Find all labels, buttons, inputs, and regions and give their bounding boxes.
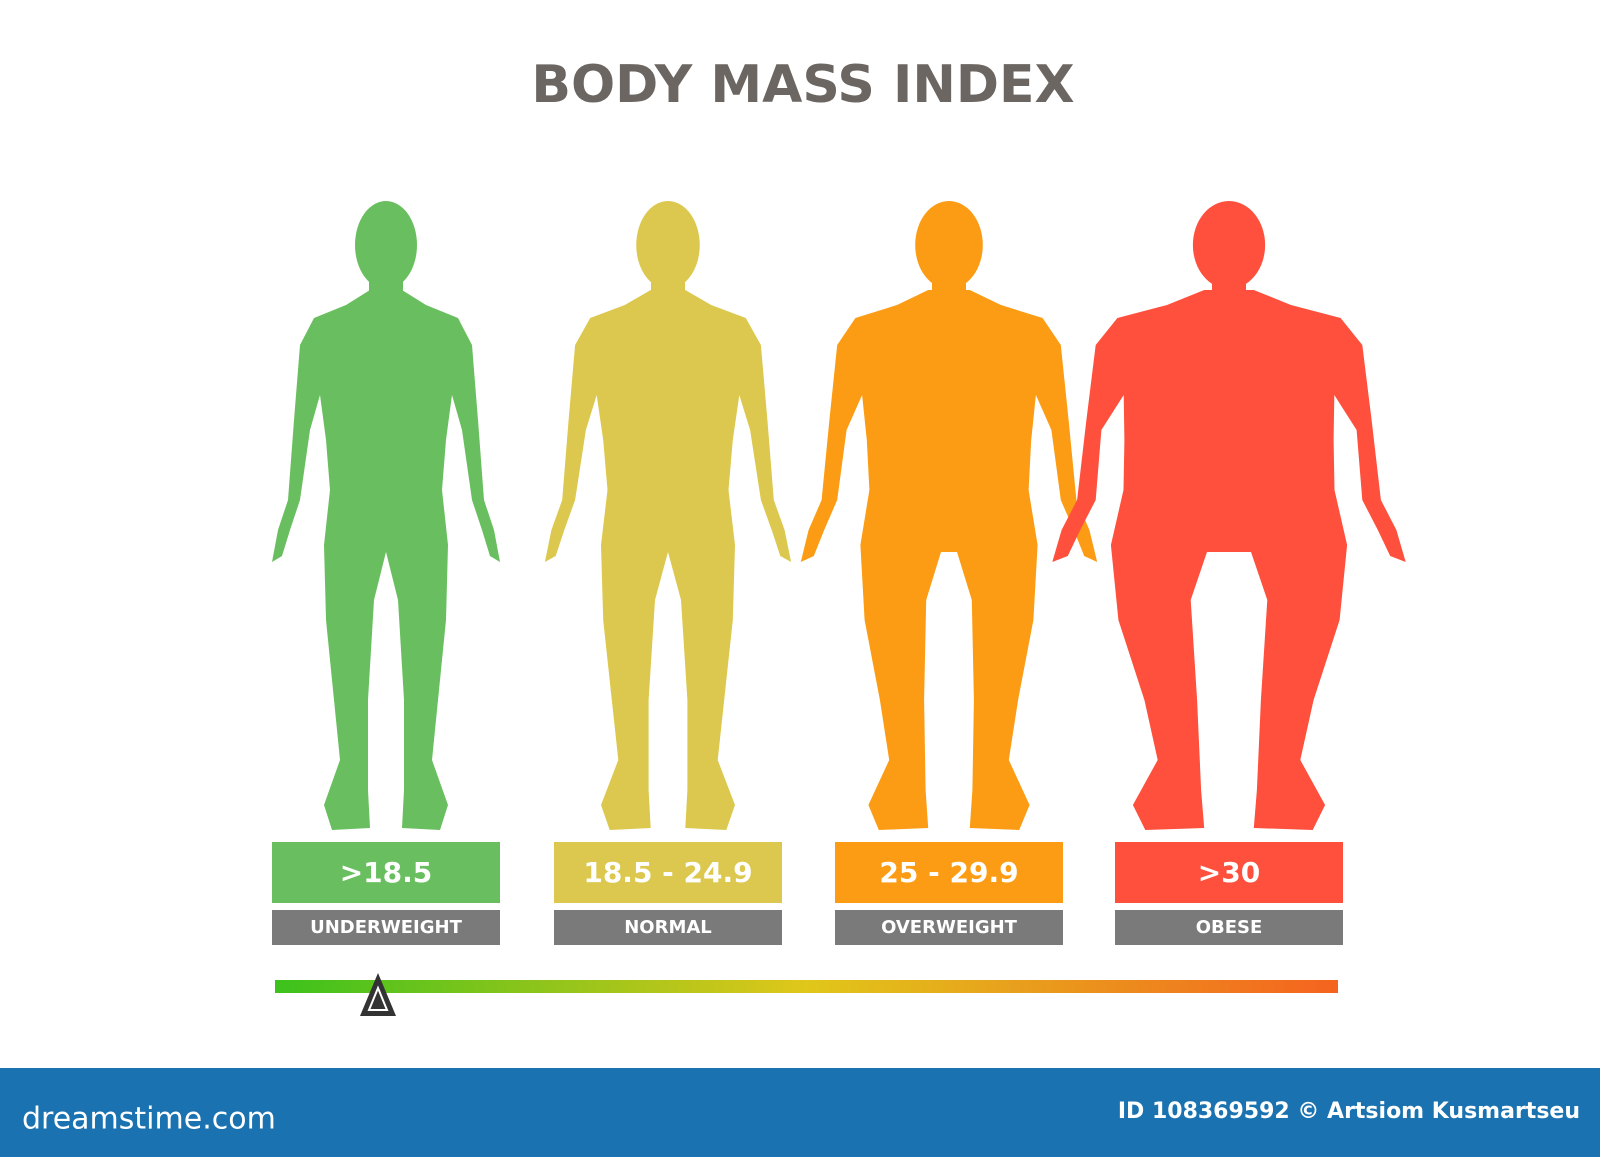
head <box>1192 201 1266 289</box>
neck <box>369 270 403 310</box>
range-box <box>554 842 782 903</box>
category-box <box>272 910 500 945</box>
category-label: OVERWEIGHT <box>881 917 1018 938</box>
neck <box>1212 270 1246 310</box>
footer-credit: ID 108369592 © Artsiom Kusmartseu <box>1118 1099 1580 1124</box>
title: BODY MASS INDEX <box>531 55 1074 115</box>
category-label: NORMAL <box>624 917 712 938</box>
body-silhouette <box>1052 290 1406 830</box>
bmi-scale <box>275 980 1338 993</box>
footer-site: dreamstime.com <box>22 1102 276 1137</box>
range-label: >30 <box>1198 856 1260 889</box>
head <box>355 201 417 289</box>
category-box <box>835 910 1063 945</box>
head <box>915 201 983 289</box>
category-box <box>554 910 782 945</box>
neck <box>651 270 685 310</box>
body-silhouette <box>544 290 792 830</box>
scale-marker <box>360 973 396 1016</box>
scale-marker-outline <box>367 985 389 1011</box>
body-silhouette <box>800 290 1098 830</box>
body-silhouette <box>272 290 500 830</box>
category-box <box>1115 910 1343 945</box>
category-label: UNDERWEIGHT <box>310 917 462 938</box>
range-box <box>1115 842 1343 903</box>
figure <box>544 201 792 830</box>
figure <box>272 201 500 830</box>
footer-bar <box>0 1068 1600 1157</box>
range-box <box>272 842 500 903</box>
range-box <box>835 842 1063 903</box>
figure <box>1052 201 1406 830</box>
head <box>636 201 700 289</box>
category-label: OBESE <box>1196 917 1263 938</box>
range-label: >18.5 <box>340 856 433 889</box>
range-label: 18.5 - 24.9 <box>583 856 752 889</box>
figure <box>800 201 1098 830</box>
neck <box>932 270 966 310</box>
range-label: 25 - 29.9 <box>879 856 1018 889</box>
